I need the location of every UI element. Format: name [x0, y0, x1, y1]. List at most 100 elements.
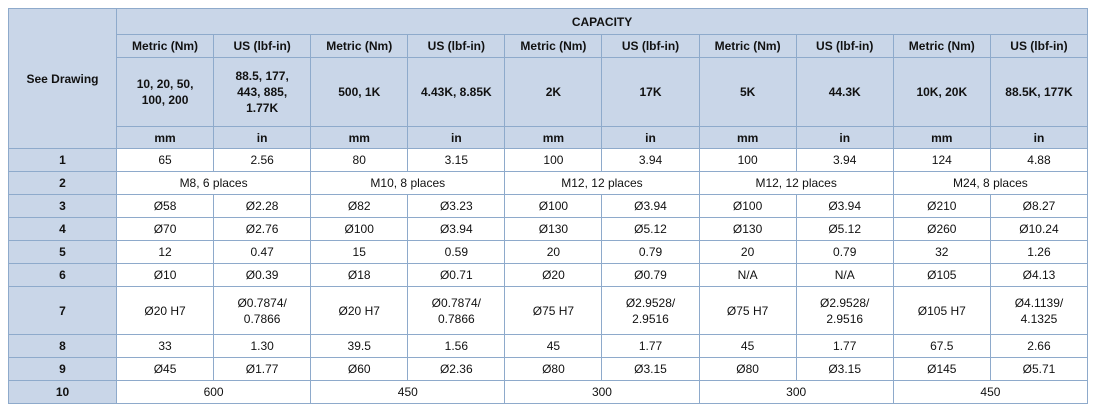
- data-cell: M10, 8 places: [310, 171, 506, 195]
- data-cell: Ø18: [310, 263, 409, 287]
- table-row: 10 600 450 300 300 450: [8, 380, 1089, 404]
- data-cell: Ø105 H7: [892, 286, 991, 335]
- capacity-header: 88.5, 177, 443, 885, 1.77K: [213, 57, 312, 127]
- data-cell: Ø5.12: [795, 217, 894, 241]
- data-cell: 124: [892, 148, 991, 172]
- data-cell: Ø10.24: [989, 217, 1089, 241]
- data-cell: 33: [115, 334, 215, 358]
- data-cell: 0.79: [795, 240, 894, 264]
- data-cell: Ø130: [504, 217, 603, 241]
- data-cell: Ø5.12: [601, 217, 700, 241]
- data-cell: Ø75 H7: [698, 286, 797, 335]
- data-cell: Ø45: [115, 357, 215, 381]
- data-cell: 3.15: [407, 148, 506, 172]
- data-cell: Ø75 H7: [504, 286, 603, 335]
- row-label: 7: [8, 286, 117, 335]
- data-cell: 3.94: [601, 148, 700, 172]
- table-row: 6 Ø10 Ø0.39 Ø18 Ø0.71 Ø20 Ø0.79 N/A N/A Ø105 Ø4.13: [8, 263, 1089, 287]
- unit-header: US (lbf-in): [213, 34, 312, 58]
- data-cell: Ø20 H7: [310, 286, 409, 335]
- data-cell: 0.59: [407, 240, 506, 264]
- data-cell: Ø100: [310, 217, 409, 241]
- units-header: in: [213, 126, 312, 149]
- row-label: 9: [8, 357, 117, 381]
- capacity-header: 10, 20, 50, 100, 200: [115, 57, 215, 127]
- units-header: in: [407, 126, 506, 149]
- data-cell: 300: [698, 380, 894, 404]
- data-cell: Ø0.7874/ 0.7866: [407, 286, 506, 335]
- data-cell: Ø58: [115, 194, 215, 218]
- data-cell: Ø3.15: [795, 357, 894, 381]
- data-cell: Ø105: [892, 263, 991, 287]
- corner-header: See Drawing: [8, 8, 117, 149]
- data-cell: 1.77: [601, 334, 700, 358]
- data-cell: Ø10: [115, 263, 215, 287]
- data-cell: N/A: [795, 263, 894, 287]
- data-cell: 4.88: [989, 148, 1089, 172]
- data-cell: Ø20 H7: [115, 286, 215, 335]
- capacity-header: 44.3K: [795, 57, 894, 127]
- data-cell: M12, 12 places: [698, 171, 894, 195]
- table-row: 8 33 1.30 39.5 1.56 45 1.77 45 1.77 67.5 2.66: [8, 334, 1089, 358]
- unit-header: US (lbf-in): [601, 34, 700, 58]
- row-label: 8: [8, 334, 117, 358]
- data-cell: 1.26: [989, 240, 1089, 264]
- data-cell: M8, 6 places: [115, 171, 312, 195]
- data-cell: Ø210: [892, 194, 991, 218]
- data-cell: 67.5: [892, 334, 991, 358]
- table-row: 7 Ø20 H7 Ø0.7874/ 0.7866 Ø20 H7 Ø0.7874/ 0.7…: [8, 286, 1089, 335]
- data-cell: Ø3.94: [407, 217, 506, 241]
- data-cell: Ø3.94: [795, 194, 894, 218]
- table-row: 4 Ø70 Ø2.76 Ø100 Ø3.94 Ø130 Ø5.12 Ø130 Ø5.12 Ø260…: [8, 217, 1089, 241]
- units-header: in: [795, 126, 894, 149]
- data-cell: 20: [504, 240, 603, 264]
- unit-header: Metric (Nm): [115, 34, 215, 58]
- data-cell: Ø80: [698, 357, 797, 381]
- data-cell: 3.94: [795, 148, 894, 172]
- data-cell: 300: [504, 380, 700, 404]
- row-label: 10: [8, 380, 117, 404]
- data-cell: 65: [115, 148, 215, 172]
- data-cell: Ø20: [504, 263, 603, 287]
- data-cell: Ø80: [504, 357, 603, 381]
- row-label: 3: [8, 194, 117, 218]
- unit-header: Metric (Nm): [504, 34, 603, 58]
- data-cell: 100: [698, 148, 797, 172]
- row-label: 1: [8, 148, 117, 172]
- data-cell: Ø2.76: [213, 217, 312, 241]
- units-header: in: [989, 126, 1089, 149]
- data-cell: 45: [698, 334, 797, 358]
- table-row: 3 Ø58 Ø2.28 Ø82 Ø3.23 Ø100 Ø3.94 Ø100 Ø3.94 Ø210 Ø…: [8, 194, 1089, 218]
- capacity-header: 5K: [698, 57, 797, 127]
- unit-header: US (lbf-in): [989, 34, 1089, 58]
- data-cell: 1.77: [795, 334, 894, 358]
- data-cell: 32: [892, 240, 991, 264]
- data-cell: 20: [698, 240, 797, 264]
- data-cell: Ø8.27: [989, 194, 1089, 218]
- table-row: mm in mm in mm in mm in mm in: [9, 126, 1089, 149]
- units-header: mm: [504, 126, 603, 149]
- table-row: See Drawing CAPACITY: [8, 8, 1089, 149]
- data-cell: Ø3.94: [601, 194, 700, 218]
- data-cell: 0.79: [601, 240, 700, 264]
- data-cell: Ø4.13: [989, 263, 1089, 287]
- data-cell: Ø0.79: [601, 263, 700, 287]
- table-row: 2 M8, 6 places M10, 8 places M12, 12 places…: [8, 171, 1089, 195]
- data-cell: Ø130: [698, 217, 797, 241]
- data-cell: Ø4.1139/ 4.1325: [989, 286, 1089, 335]
- data-cell: Ø1.77: [213, 357, 312, 381]
- data-cell: Ø0.39: [213, 263, 312, 287]
- data-cell: 0.47: [213, 240, 312, 264]
- data-cell: 39.5: [310, 334, 409, 358]
- data-cell: 600: [115, 380, 312, 404]
- data-cell: Ø60: [310, 357, 409, 381]
- unit-header: US (lbf-in): [795, 34, 894, 58]
- units-header: mm: [698, 126, 797, 149]
- data-cell: 2.66: [989, 334, 1089, 358]
- data-cell: Ø145: [892, 357, 991, 381]
- row-label: 4: [8, 217, 117, 241]
- data-cell: 100: [504, 148, 603, 172]
- data-cell: Ø3.15: [601, 357, 700, 381]
- row-label: 5: [8, 240, 117, 264]
- data-cell: Ø2.36: [407, 357, 506, 381]
